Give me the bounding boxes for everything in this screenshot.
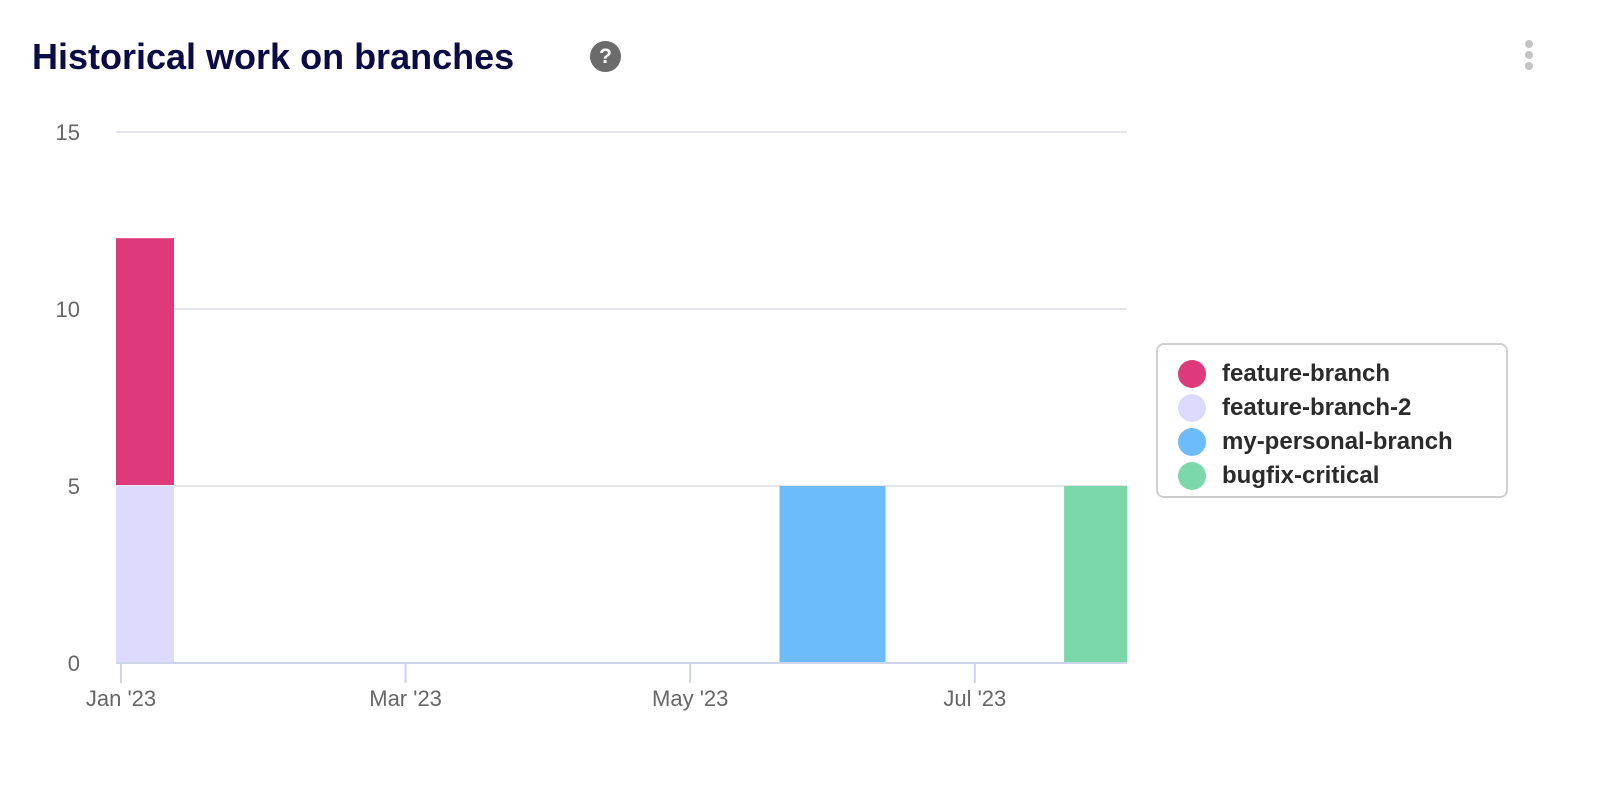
bar-my-personal-branch[interactable] <box>779 486 886 662</box>
legend-dot <box>1178 394 1206 422</box>
legend-label: feature-branch <box>1222 360 1391 387</box>
y-tick-label: 5 <box>68 474 80 499</box>
legend-item[interactable]: my-personal-branch <box>1178 425 1506 459</box>
kebab-menu-icon[interactable] <box>1522 40 1536 72</box>
bar-feature-branch[interactable] <box>68 238 174 485</box>
question-circle-icon[interactable]: ? <box>590 41 621 72</box>
legend-dot <box>1178 360 1206 388</box>
legend-dot <box>1178 462 1206 490</box>
bar-feature-branch-2[interactable] <box>68 486 174 662</box>
legend-item[interactable]: feature-branch <box>1178 357 1506 391</box>
bar-bugfix-critical[interactable] <box>1064 486 1150 662</box>
x-tick-label: Jan '23 <box>86 686 156 711</box>
y-tick-label: 10 <box>56 297 80 322</box>
legend: feature-branch feature-branch-2 my-perso… <box>1156 343 1508 498</box>
legend-item[interactable]: bugfix-critical <box>1178 459 1506 493</box>
chart-title: Historical work on branches <box>32 36 515 77</box>
y-tick-label: 15 <box>56 120 80 145</box>
x-tick-label: Jul '23 <box>943 686 1006 711</box>
legend-label: bugfix-critical <box>1222 462 1380 489</box>
legend-label: feature-branch-2 <box>1222 394 1412 421</box>
x-tick-label: Mar '23 <box>369 686 442 711</box>
legend-item[interactable]: feature-branch-2 <box>1178 391 1506 425</box>
y-tick-label: 0 <box>68 651 80 676</box>
x-tick-label: May '23 <box>652 686 728 711</box>
legend-dot <box>1178 428 1206 456</box>
legend-label: my-personal-branch <box>1222 428 1453 455</box>
stacked-bar-chart: 0 5 10 15 Jan '23 Mar '23 May '23 Jul '23 <box>56 120 1150 711</box>
